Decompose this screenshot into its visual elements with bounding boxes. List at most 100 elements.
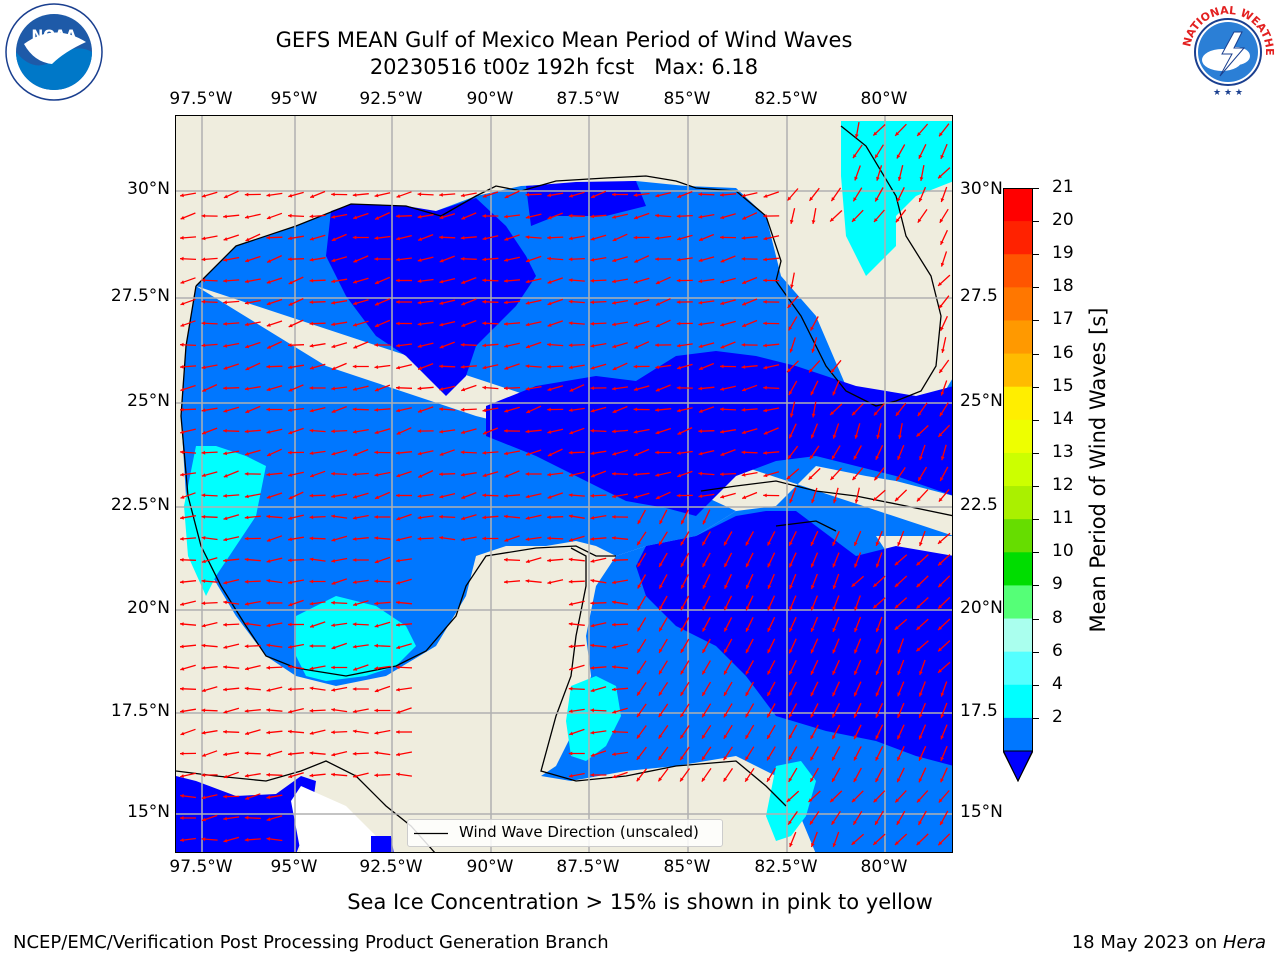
wind-wave-arrowhead: [854, 134, 859, 138]
wind-wave-arrowhead: [288, 343, 292, 348]
footer-date-text: 18 May 2023 on: [1071, 932, 1223, 953]
wind-wave-arrowhead: [223, 710, 228, 714]
wind-wave-arrowhead: [809, 820, 814, 825]
wind-wave-arrowhead: [460, 365, 465, 369]
wind-wave-arrowhead: [352, 558, 357, 562]
footer-credit: NCEP/EMC/Verification Post Processing Pr…: [13, 932, 609, 953]
wind-wave-arrowhead: [742, 323, 747, 327]
wind-wave-arrowhead: [352, 472, 357, 477]
wind-wave-arrowhead: [894, 626, 899, 630]
wind-wave-arrowhead: [201, 601, 206, 606]
wind-wave-arrowhead: [637, 648, 641, 653]
wind-wave-arrowhead: [525, 192, 530, 197]
wind-wave-arrowhead: [374, 515, 378, 519]
wind-wave-arrowhead: [288, 602, 293, 607]
wind-wave-arrowhead: [895, 411, 900, 416]
wind-wave-arrowhead: [633, 280, 638, 284]
wind-wave-arrowhead: [789, 499, 793, 503]
wind-wave-arrowhead: [854, 649, 858, 654]
wind-wave-arrowhead: [918, 821, 922, 825]
wind-wave-arrowhead: [482, 299, 486, 304]
wind-wave-arrowhead: [767, 777, 771, 782]
wind-wave-arrowhead: [482, 450, 487, 455]
wind-wave-arrowhead: [331, 623, 335, 627]
wind-wave-arrowhead: [919, 692, 923, 697]
wind-wave-arrowhead: [547, 515, 551, 520]
wind-wave-arrowhead: [698, 409, 703, 413]
wind-wave-arrowhead: [763, 493, 767, 498]
wind-wave-arrowhead: [266, 215, 271, 220]
wind-wave-arrowhead: [374, 559, 379, 564]
wind-wave-arrowhead: [938, 841, 943, 846]
wind-wave-arrowhead: [659, 606, 663, 610]
colorbar-tick-label: 4: [1052, 673, 1063, 694]
wind-wave-arrowhead: [720, 193, 724, 197]
wind-wave-arrowhead: [789, 670, 793, 675]
colorbar-tick-mark: [1033, 419, 1039, 421]
wind-wave-arrowhead: [590, 537, 595, 541]
wind-wave-arrowhead: [266, 538, 271, 542]
wind-wave-arrowhead: [374, 430, 379, 435]
wind-wave-arrowhead: [788, 735, 793, 739]
wind-wave-arrowhead: [612, 386, 616, 391]
wind-wave-arrowhead: [244, 709, 249, 713]
wind-wave-arrowhead: [331, 645, 336, 650]
wind-wave-arrowhead: [180, 323, 185, 327]
wind-wave-arrowhead: [482, 214, 486, 218]
wind-wave-arrowhead: [940, 821, 944, 826]
wind-wave-arrowhead: [873, 497, 878, 501]
wind-wave-arrowhead: [720, 387, 725, 391]
wind-wave-arrowhead: [612, 471, 616, 476]
wind-wave-arrowhead: [568, 213, 573, 218]
wind-wave-arrowhead: [223, 600, 227, 605]
wind-wave-arrowhead: [916, 647, 921, 652]
wind-wave-arrowhead: [831, 197, 835, 202]
gulf-west-blue: [181, 286, 736, 686]
lat-tick-right: 17.5: [960, 701, 998, 721]
wind-wave-arrowhead: [569, 388, 574, 392]
wind-wave-arrowhead: [767, 756, 771, 761]
gridlines: [176, 116, 952, 852]
wind-wave-arrowhead: [461, 216, 466, 220]
wind-wave-arrowhead: [525, 537, 530, 541]
wind-wave-arrowhead: [482, 408, 487, 413]
wind-wave-arrowhead: [309, 428, 314, 433]
wind-wave-arrowhead: [810, 713, 815, 718]
wind-wave-arrowhead: [525, 429, 530, 434]
wind-wave-arrowhead: [854, 434, 859, 439]
wind-wave-arrowhead: [374, 343, 378, 347]
wind-wave-arrowhead: [789, 563, 793, 568]
wind-wave-arrowhead: [309, 731, 314, 735]
wind-wave-arrowhead: [767, 692, 771, 697]
wind-wave-arrowhead: [201, 730, 206, 735]
wind-wave-arrowhead: [288, 709, 293, 714]
wind-wave-arrowhead: [309, 321, 314, 326]
wind-wave-arrowhead: [180, 622, 184, 626]
wind-wave-arrowhead: [681, 520, 685, 525]
wind-wave-arrowhead: [461, 516, 465, 521]
wind-wave-arrowhead: [590, 386, 594, 390]
wind-wave-arrowhead: [180, 667, 185, 671]
wind-wave-arrowhead: [788, 454, 792, 459]
wind-wave-arrowhead: [504, 300, 508, 305]
wind-wave-arrowhead: [266, 559, 271, 563]
wind-wave-arrowhead: [461, 495, 466, 499]
lon-tick-bottom: 80°W: [860, 857, 908, 877]
wind-wave-arrowhead: [938, 647, 942, 652]
wind-wave-arrowhead: [810, 777, 814, 782]
wind-wave-arrowhead: [180, 364, 184, 369]
colorbar-tick-label: 2: [1052, 706, 1063, 727]
wind-wave-arrowhead: [745, 563, 750, 568]
wind-wave-arrowhead: [940, 240, 944, 245]
wind-wave-arrowhead: [439, 472, 443, 477]
wind-wave-arrowhead: [590, 559, 595, 563]
wind-wave-arrowhead: [201, 299, 206, 304]
wind-wave-arrowhead: [223, 816, 227, 821]
wind-wave-arrowhead: [331, 451, 336, 456]
wind-wave-arrowhead: [702, 563, 706, 568]
wind-wave-arrowhead: [810, 391, 815, 396]
wind-wave-arrowhead: [875, 197, 879, 202]
wind-wave-arrowhead: [266, 753, 271, 757]
wind-wave-arrowhead: [525, 516, 530, 520]
wind-wave-arrowhead: [698, 322, 703, 326]
